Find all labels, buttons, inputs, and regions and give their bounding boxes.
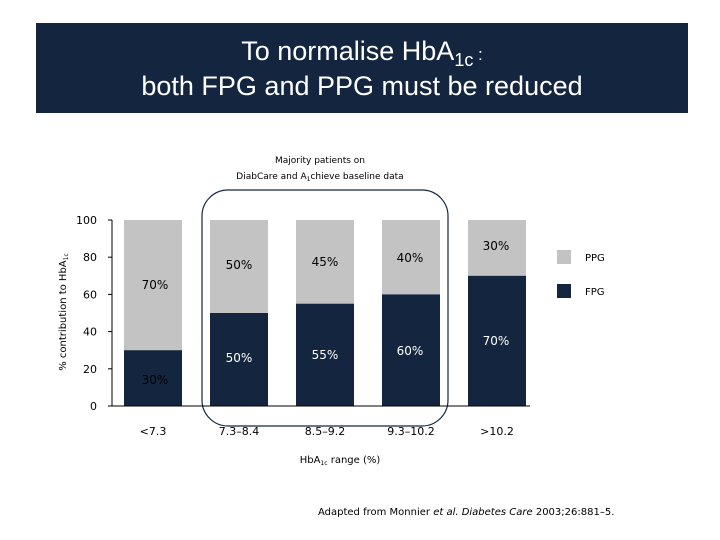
- title-line-1-text: To normalise HbA: [241, 36, 455, 66]
- chart-note: Majority patients on DiabCare and A1chie…: [200, 153, 440, 186]
- x-tick-label-4: >10.2: [480, 425, 514, 438]
- title-subscript: 1c: [454, 50, 474, 70]
- legend-label-fpg: FPG: [585, 287, 605, 298]
- title-line-1: To normalise HbA1c :: [36, 36, 688, 70]
- legend-swatch-fpg: [557, 284, 571, 298]
- value-label-ppg-4: 30%: [483, 239, 510, 253]
- chart-note-subscript: 1: [306, 176, 311, 183]
- value-label-ppg-3: 40%: [397, 251, 424, 265]
- bar-ppg-3: [382, 220, 440, 295]
- bar-ppg-4: [468, 220, 526, 276]
- y-tick-label-2: 40: [83, 326, 97, 339]
- bar-fpg-1: [210, 313, 268, 406]
- value-label-fpg-2: 55%: [312, 348, 339, 362]
- y-axis-label: % contribution to HbA1c: [58, 253, 70, 371]
- bar-ppg-0: [124, 220, 182, 351]
- chart-note-line-2-text: DiabCare and A: [236, 172, 307, 182]
- value-label-fpg-1: 50%: [226, 351, 253, 365]
- bar-fpg-4: [468, 275, 526, 406]
- value-label-fpg-0: 30%: [142, 373, 169, 387]
- y-tick-label-1: 20: [83, 363, 97, 376]
- chart-note-line-2: DiabCare and A1chieve baseline data: [200, 169, 440, 186]
- x-tick-label-2: 8.5–9.2: [305, 425, 346, 438]
- bar-fpg-2: [296, 303, 354, 406]
- y-tick-label-0: 0: [90, 400, 97, 413]
- x-tick-label-3: 9.3–10.2: [387, 425, 435, 438]
- value-label-ppg-0: 70%: [142, 278, 169, 292]
- source-citation: Adapted from Monnier et al. Diabetes Car…: [318, 507, 614, 518]
- source-journal: Diabetes Care: [461, 507, 533, 518]
- value-label-ppg-2: 45%: [312, 255, 339, 269]
- highlight-frame: [201, 189, 449, 427]
- title-banner: To normalise HbA1c : both FPG and PPG mu…: [36, 23, 688, 113]
- value-label-ppg-1: 50%: [226, 258, 253, 272]
- source-prefix: Adapted from Monnier: [318, 507, 434, 518]
- bar-ppg-2: [296, 220, 354, 304]
- source-etal: et al.: [433, 507, 462, 518]
- x-tick-label-0: <7.3: [140, 425, 167, 438]
- chart-note-line-1: Majority patients on: [275, 156, 365, 166]
- y-tick-label-3: 60: [83, 288, 97, 301]
- bar-fpg-3: [382, 294, 440, 406]
- bar-ppg-1: [210, 220, 268, 313]
- x-axis-label: HbA1c range (%): [300, 455, 381, 467]
- value-label-fpg-3: 60%: [397, 344, 424, 358]
- legend-label-ppg: PPG: [585, 253, 605, 264]
- y-tick-label-4: 80: [83, 251, 97, 264]
- source-suffix: 2003;26:881–5.: [532, 507, 615, 518]
- chart-note-line-2-end: chieve baseline data: [310, 172, 404, 182]
- title-colon: :: [473, 45, 483, 64]
- x-tick-label-1: 7.3–8.4: [219, 425, 260, 438]
- y-tick-label-5: 100: [76, 214, 97, 227]
- legend-swatch-ppg: [557, 250, 571, 264]
- title-line-2: both FPG and PPG must be reduced: [141, 71, 583, 101]
- bar-fpg-0: [124, 350, 182, 406]
- value-label-fpg-4: 70%: [483, 334, 510, 348]
